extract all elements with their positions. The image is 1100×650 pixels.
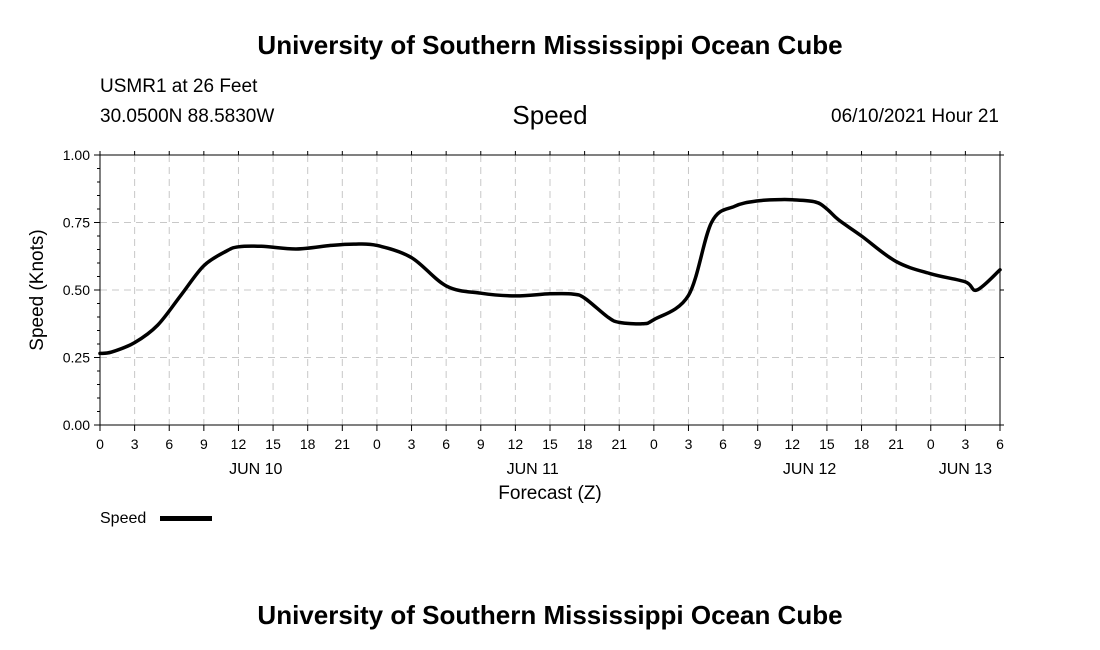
x-tick-label: 0 xyxy=(96,436,104,452)
speed-series-line xyxy=(98,197,1002,356)
x-tick-label: 12 xyxy=(231,436,247,452)
chart-header-title: University of Southern Mississippi Ocean… xyxy=(257,30,843,60)
x-tick-label: 9 xyxy=(477,436,485,452)
x-tick-label: 21 xyxy=(611,436,627,452)
legend-line-swatch xyxy=(160,516,212,521)
y-tick-label: 0.50 xyxy=(63,282,90,298)
x-tick-label: 6 xyxy=(442,436,450,452)
x-tick-label: 18 xyxy=(854,436,870,452)
axis-ticks xyxy=(94,151,1004,431)
x-tick-label: 6 xyxy=(719,436,727,452)
chart-grid xyxy=(100,155,1000,425)
x-tick-label: 6 xyxy=(165,436,173,452)
x-tick-label: 9 xyxy=(200,436,208,452)
x-tick-label: 3 xyxy=(131,436,139,452)
x-tick-label: 15 xyxy=(265,436,281,452)
x-tick-label: 18 xyxy=(577,436,593,452)
y-tick-label: 1.00 xyxy=(63,147,90,163)
legend-label: Speed xyxy=(100,510,147,527)
y-tick-label: 0.75 xyxy=(63,215,90,231)
x-tick-label: 9 xyxy=(754,436,762,452)
x-tick-label: 21 xyxy=(335,436,351,452)
x-tick-label: 3 xyxy=(685,436,693,452)
x-tick-label: 12 xyxy=(508,436,524,452)
chart-title: Speed xyxy=(512,100,588,130)
date-label: JUN 11 xyxy=(507,461,559,478)
x-axis-date-labels: JUN 10 JUN 11 JUN 12 JUN 13 xyxy=(229,461,992,478)
station-coordinates: 30.0500N 88.5830W xyxy=(100,106,275,127)
y-tick-label: 0.25 xyxy=(63,350,90,366)
x-axis-title: Forecast (Z) xyxy=(498,483,601,504)
y-axis-title: Speed (Knots) xyxy=(27,229,48,350)
x-tick-label: 21 xyxy=(888,436,904,452)
x-tick-label: 0 xyxy=(650,436,658,452)
y-axis-tick-labels: 0.00 0.25 0.50 0.75 1.00 xyxy=(63,147,90,433)
x-tick-label: 3 xyxy=(961,436,969,452)
y-tick-label: 0.00 xyxy=(63,417,90,433)
date-label: JUN 10 xyxy=(229,461,282,478)
x-tick-label: 12 xyxy=(785,436,801,452)
x-tick-label: 0 xyxy=(927,436,935,452)
x-tick-label: 0 xyxy=(373,436,381,452)
chart-footer-title: University of Southern Mississippi Ocean… xyxy=(257,600,843,630)
date-label: JUN 12 xyxy=(783,461,836,478)
x-axis-tick-labels: 0 3 6 9 12 15 18 21 0 3 6 9 12 15 18 21 0 3 6 9 12 15 18 21 0 3 6 xyxy=(96,436,1004,452)
station-label: USMR1 at 26 Feet xyxy=(100,76,258,97)
forecast-datetime: 06/10/2021 Hour 21 xyxy=(831,106,999,127)
x-tick-label: 15 xyxy=(542,436,558,452)
x-tick-label: 15 xyxy=(819,436,835,452)
x-tick-label: 6 xyxy=(996,436,1004,452)
x-tick-label: 3 xyxy=(408,436,416,452)
x-tick-label: 18 xyxy=(300,436,316,452)
date-label: JUN 13 xyxy=(939,461,992,478)
